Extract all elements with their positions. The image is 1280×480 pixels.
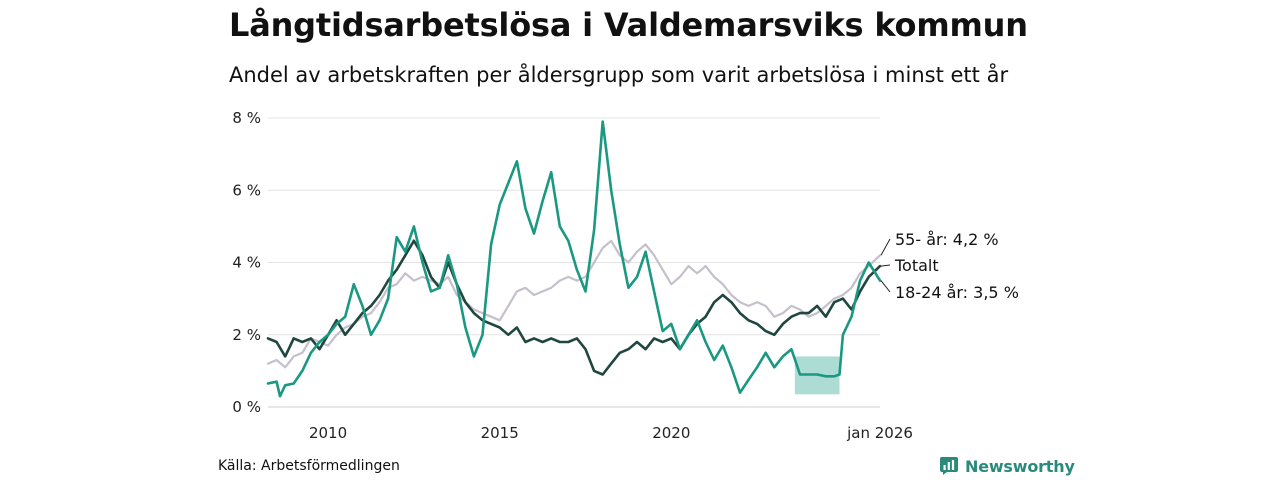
x-tick-label: jan 2026 xyxy=(846,424,913,442)
end-label: 18-24 år: 3,5 % xyxy=(895,283,1019,302)
end-labels: 55- år: 4,2 % Totalt 18-24 år: 3,5 % xyxy=(880,230,1019,302)
chart-subtitle: Andel av arbetskraften per åldersgrupp s… xyxy=(229,63,1009,87)
y-tick-label: 8 % xyxy=(232,109,261,127)
end-label-leader xyxy=(880,264,891,267)
y-tick-label: 6 % xyxy=(232,181,261,199)
y-tick-label: 0 % xyxy=(232,398,261,416)
series-lines xyxy=(266,120,882,398)
brand-logo[interactable]: Newsworthy xyxy=(939,456,1075,476)
end-label: Totalt xyxy=(894,256,939,275)
y-axis-ticks: 0 % 2 % 4 % 6 % 8 % xyxy=(232,109,261,416)
brand-name: Newsworthy xyxy=(965,456,1075,476)
end-label: 55- år: 4,2 % xyxy=(895,230,999,249)
series-line-youth xyxy=(266,120,882,398)
x-tick-label: 2015 xyxy=(481,424,519,442)
series-line-senior xyxy=(266,239,882,369)
y-tick-label: 4 % xyxy=(232,254,261,272)
end-label-leader xyxy=(880,238,891,256)
source-note: Källa: Arbetsförmedlingen xyxy=(218,458,400,474)
series-line-total xyxy=(266,239,882,376)
end-label-leader xyxy=(880,280,891,293)
x-tick-label: 2010 xyxy=(309,424,347,442)
x-tick-label: 2020 xyxy=(652,424,690,442)
x-axis-ticks: 2010 2015 2020 jan 2026 xyxy=(309,424,913,442)
newsworthy-logo-icon xyxy=(940,457,958,475)
chart-title: Långtidsarbetslösa i Valdemarsviks kommu… xyxy=(229,6,1028,44)
y-tick-label: 2 % xyxy=(232,326,261,344)
